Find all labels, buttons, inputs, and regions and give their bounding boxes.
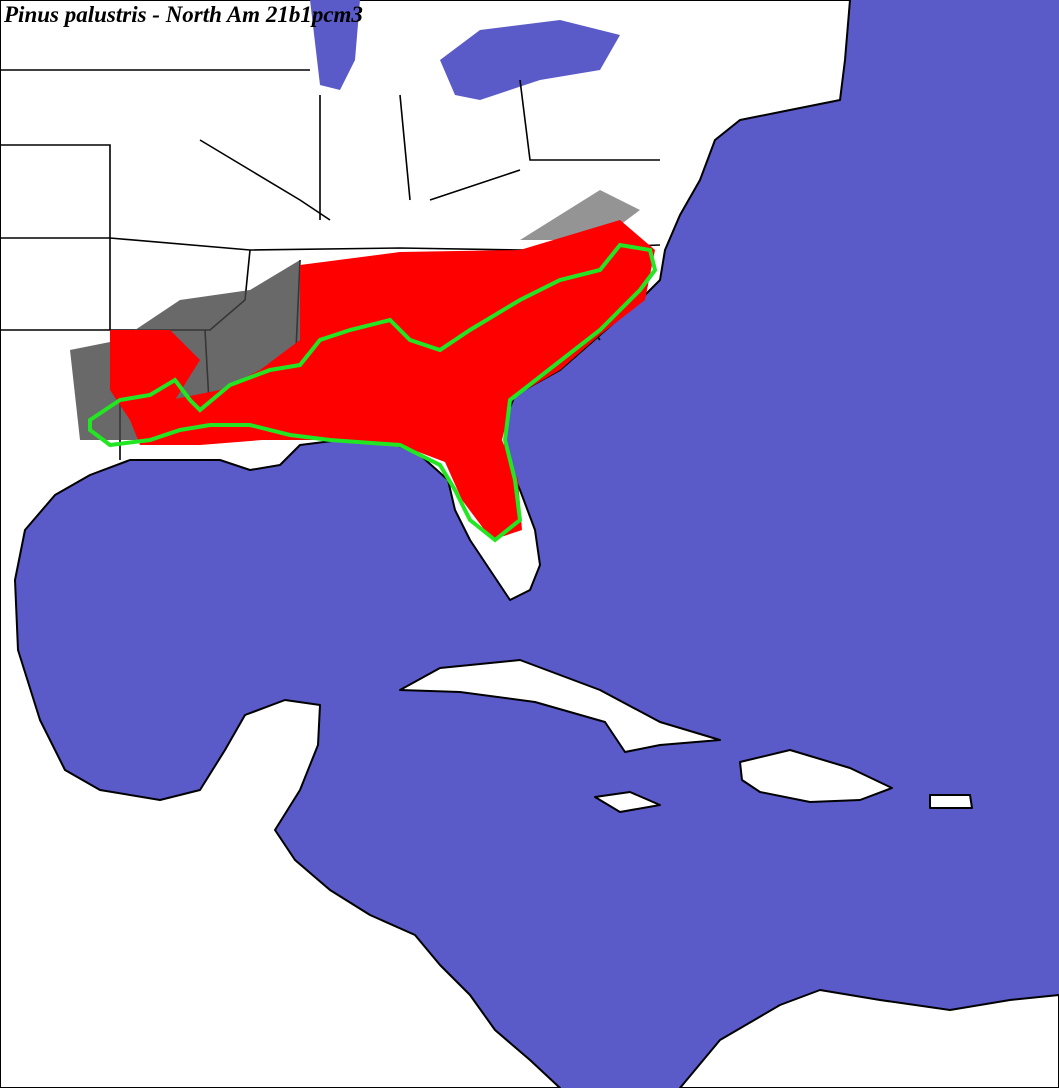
great-lakes (440, 20, 620, 100)
south-america (679, 989, 1059, 1088)
hispaniola (739, 749, 893, 803)
puerto-rico (929, 794, 973, 809)
map-title: Pinus palustris - North Am 21b1pcm3 (3, 2, 363, 27)
jamaica (594, 791, 661, 813)
cuba (399, 659, 721, 753)
lake-michigan (310, 0, 360, 90)
observed-range (88, 242, 658, 543)
